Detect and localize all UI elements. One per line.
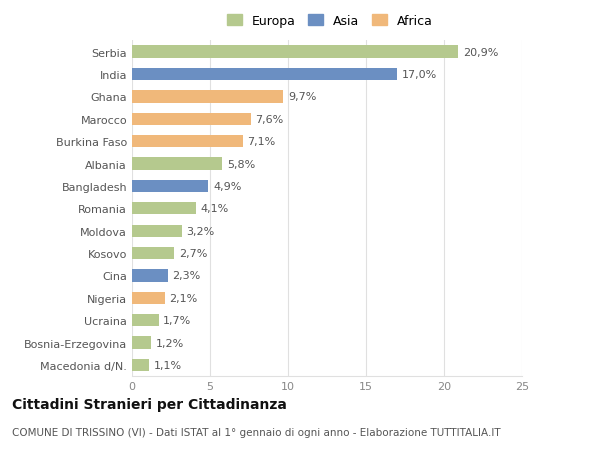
Bar <box>132 337 151 349</box>
Text: Cittadini Stranieri per Cittadinanza: Cittadini Stranieri per Cittadinanza <box>12 397 287 411</box>
Bar <box>132 113 251 126</box>
Text: 1,1%: 1,1% <box>154 360 182 370</box>
Bar <box>132 158 223 170</box>
Text: 4,1%: 4,1% <box>200 204 229 214</box>
Text: 2,7%: 2,7% <box>179 248 207 258</box>
Text: 7,6%: 7,6% <box>255 114 283 124</box>
Text: 20,9%: 20,9% <box>463 47 498 57</box>
Bar <box>132 247 174 260</box>
Bar <box>132 46 458 59</box>
Text: 4,9%: 4,9% <box>213 181 241 191</box>
Text: 2,3%: 2,3% <box>173 271 201 281</box>
Text: 17,0%: 17,0% <box>402 70 437 80</box>
Bar <box>132 136 243 148</box>
Text: 7,1%: 7,1% <box>247 137 275 147</box>
Text: 9,7%: 9,7% <box>288 92 316 102</box>
Text: 5,8%: 5,8% <box>227 159 256 169</box>
Text: 1,2%: 1,2% <box>155 338 184 348</box>
Bar <box>132 203 196 215</box>
Text: 3,2%: 3,2% <box>187 226 215 236</box>
Bar <box>132 314 158 327</box>
Text: COMUNE DI TRISSINO (VI) - Dati ISTAT al 1° gennaio di ogni anno - Elaborazione T: COMUNE DI TRISSINO (VI) - Dati ISTAT al … <box>12 427 500 437</box>
Text: 1,7%: 1,7% <box>163 315 191 325</box>
Bar <box>132 225 182 237</box>
Legend: Europa, Asia, Africa: Europa, Asia, Africa <box>223 11 437 31</box>
Bar <box>132 292 165 304</box>
Bar <box>132 270 168 282</box>
Bar <box>132 91 283 103</box>
Text: 2,1%: 2,1% <box>169 293 197 303</box>
Bar <box>132 180 208 193</box>
Bar <box>132 69 397 81</box>
Bar <box>132 359 149 371</box>
